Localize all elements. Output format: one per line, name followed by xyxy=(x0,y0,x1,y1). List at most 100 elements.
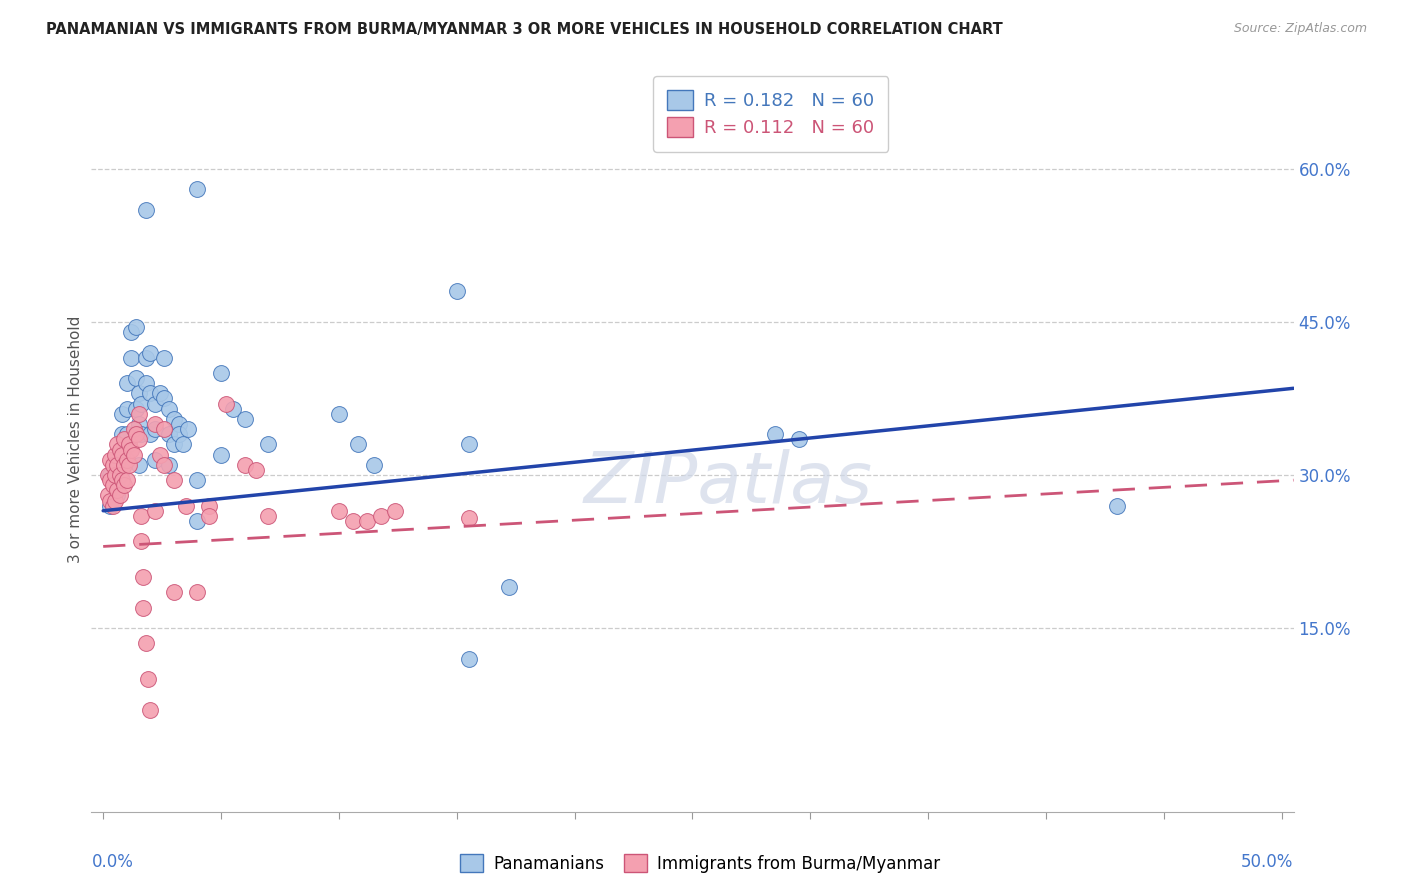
Point xyxy=(363,458,385,472)
Point xyxy=(257,508,280,523)
Point xyxy=(105,488,128,502)
Point xyxy=(222,401,245,416)
Point xyxy=(122,422,145,436)
Point xyxy=(125,371,148,385)
Point xyxy=(153,392,176,406)
Point xyxy=(135,202,157,217)
Point xyxy=(101,499,124,513)
Text: 0.0%: 0.0% xyxy=(91,853,134,871)
Point xyxy=(104,448,127,462)
Point xyxy=(446,285,468,299)
Point xyxy=(111,407,134,421)
Point xyxy=(128,417,150,431)
Point xyxy=(101,458,124,472)
Point xyxy=(209,448,232,462)
Text: PANAMANIAN VS IMMIGRANTS FROM BURMA/MYANMAR 3 OR MORE VEHICLES IN HOUSEHOLD CORR: PANAMANIAN VS IMMIGRANTS FROM BURMA/MYAN… xyxy=(46,22,1002,37)
Text: 50.0%: 50.0% xyxy=(1241,853,1294,871)
Point xyxy=(128,386,150,401)
Point xyxy=(457,651,479,665)
Point xyxy=(139,427,162,442)
Point xyxy=(120,325,143,339)
Point xyxy=(167,427,190,442)
Point xyxy=(186,473,208,487)
Point xyxy=(111,473,134,487)
Point xyxy=(101,478,124,492)
Point xyxy=(115,401,138,416)
Point xyxy=(172,437,194,451)
Point xyxy=(129,396,152,410)
Point xyxy=(135,376,157,391)
Point xyxy=(163,473,186,487)
Point xyxy=(98,499,121,513)
Point xyxy=(108,468,131,483)
Point xyxy=(186,514,208,528)
Point xyxy=(105,458,128,472)
Point xyxy=(128,433,150,447)
Point xyxy=(328,407,350,421)
Point xyxy=(105,458,128,472)
Point xyxy=(128,407,150,421)
Point xyxy=(118,437,141,451)
Point xyxy=(186,182,208,196)
Point xyxy=(209,366,232,380)
Point xyxy=(97,468,120,483)
Point xyxy=(163,585,186,599)
Point xyxy=(112,433,135,447)
Point xyxy=(342,514,364,528)
Point xyxy=(177,422,200,436)
Point xyxy=(174,499,197,513)
Point xyxy=(149,448,172,462)
Point xyxy=(115,376,138,391)
Point xyxy=(457,437,479,451)
Point xyxy=(120,442,143,457)
Point xyxy=(198,508,221,523)
Point xyxy=(233,412,256,426)
Text: Source: ZipAtlas.com: Source: ZipAtlas.com xyxy=(1233,22,1367,36)
Point xyxy=(112,478,135,492)
Point xyxy=(111,448,134,462)
Point xyxy=(118,458,141,472)
Point xyxy=(763,427,786,442)
Point xyxy=(1105,499,1128,513)
Point xyxy=(356,514,378,528)
Point xyxy=(115,427,138,442)
Point xyxy=(153,351,176,365)
Point xyxy=(257,437,280,451)
Point xyxy=(153,458,176,472)
Point xyxy=(98,452,121,467)
Point xyxy=(143,396,166,410)
Point xyxy=(135,351,157,365)
Point xyxy=(215,396,238,410)
Point xyxy=(457,511,479,525)
Point xyxy=(125,401,148,416)
Point xyxy=(328,504,350,518)
Point xyxy=(115,452,138,467)
Point xyxy=(112,458,135,472)
Point xyxy=(157,427,180,442)
Point xyxy=(129,534,152,549)
Point xyxy=(115,473,138,487)
Point xyxy=(132,600,155,615)
Point xyxy=(245,463,267,477)
Point xyxy=(787,433,810,447)
Point xyxy=(108,488,131,502)
Point xyxy=(105,483,128,498)
Point xyxy=(370,508,392,523)
Point xyxy=(111,427,134,442)
Point xyxy=(98,468,121,483)
Point xyxy=(198,499,221,513)
Point xyxy=(139,703,162,717)
Point xyxy=(163,412,186,426)
Point xyxy=(105,437,128,451)
Point xyxy=(136,672,159,686)
Point xyxy=(233,458,256,472)
Text: ZIPatlas: ZIPatlas xyxy=(583,450,873,518)
Point xyxy=(346,437,368,451)
Point xyxy=(129,508,152,523)
Legend: R = 0.182   N = 60, R = 0.112   N = 60: R = 0.182 N = 60, R = 0.112 N = 60 xyxy=(652,76,889,152)
Point xyxy=(498,580,520,594)
Point xyxy=(139,386,162,401)
Point xyxy=(163,437,186,451)
Point xyxy=(128,458,150,472)
Point xyxy=(143,452,166,467)
